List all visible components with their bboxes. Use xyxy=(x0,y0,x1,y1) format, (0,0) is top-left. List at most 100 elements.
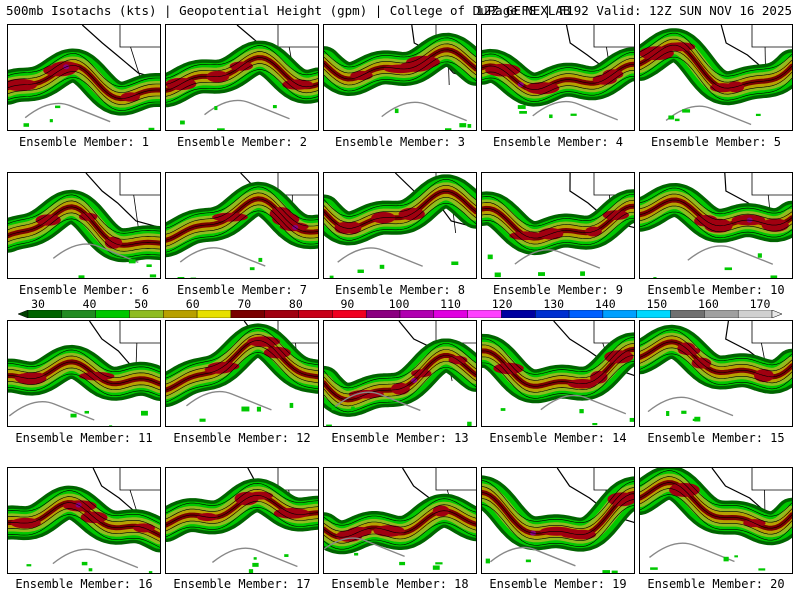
isotach-speck xyxy=(611,570,618,573)
jet-stream-map xyxy=(166,468,318,573)
height-contour xyxy=(489,546,576,567)
isotach-speck xyxy=(241,406,250,412)
height-contour xyxy=(324,37,476,68)
height-contour xyxy=(8,514,160,548)
border-line xyxy=(119,25,160,48)
ensemble-panel xyxy=(481,467,635,574)
isotach-speck xyxy=(289,402,294,408)
height-contour xyxy=(166,63,318,97)
isotach-speck xyxy=(249,267,255,271)
height-contour xyxy=(482,504,634,547)
height-contour xyxy=(324,537,405,558)
height-contour xyxy=(166,186,318,229)
isotach-speck xyxy=(49,119,53,123)
height-contour xyxy=(166,45,318,79)
height-contour xyxy=(166,488,318,520)
height-contour xyxy=(324,203,476,241)
isotach-speck xyxy=(81,561,88,566)
height-contour xyxy=(482,52,634,78)
ensemble-panel xyxy=(481,172,635,279)
isotach-speck xyxy=(653,277,657,278)
border-line xyxy=(119,321,160,344)
height-contour xyxy=(540,394,627,415)
isotach-speck xyxy=(284,554,289,557)
height-contour xyxy=(166,340,318,391)
ensemble-member-label: Ensemble Member: 4 xyxy=(492,135,624,149)
border-line xyxy=(435,468,476,491)
colorbar-swatch xyxy=(704,310,739,318)
height-contour xyxy=(640,482,792,529)
colorbar-swatch xyxy=(568,310,604,318)
isotach-speck xyxy=(755,113,761,117)
colorbar-swatch xyxy=(636,310,671,318)
ensemble-panel xyxy=(639,467,793,574)
border-line xyxy=(593,25,634,48)
height-contour xyxy=(482,355,634,393)
colorbar-tick-label: 150 xyxy=(646,297,668,311)
isotach-speck xyxy=(538,272,545,276)
height-contour xyxy=(8,355,160,379)
height-contour xyxy=(482,343,634,381)
border-line xyxy=(277,468,318,491)
ensemble-panel xyxy=(165,320,319,427)
isotach-speck xyxy=(70,413,77,418)
height-contour xyxy=(482,211,634,245)
ensemble-panel xyxy=(639,320,793,427)
isotach-speck xyxy=(354,552,359,556)
jet-stream-map xyxy=(640,321,792,422)
height-contour xyxy=(8,65,160,99)
border-line xyxy=(119,173,160,196)
isotach-speck xyxy=(668,115,675,120)
height-contour xyxy=(324,498,476,526)
isotach-speck xyxy=(549,114,553,119)
isotach-speck xyxy=(444,128,452,130)
height-contour xyxy=(166,334,318,385)
isotach-speck xyxy=(199,418,206,422)
isotach-speck xyxy=(253,557,257,560)
ensemble-member-label: Ensemble Member: 9 xyxy=(492,283,624,297)
colorbar-tick-label: 90 xyxy=(340,297,355,311)
isotach-speck xyxy=(485,558,490,564)
ensemble-member-label: Ensemble Member: 11 xyxy=(15,431,153,445)
height-contour xyxy=(52,243,139,264)
height-contour xyxy=(166,210,318,253)
height-contour xyxy=(8,212,160,252)
isotach-speck xyxy=(694,416,701,422)
colorbar-tick-label: 70 xyxy=(237,297,252,311)
colorbar-tick-label: 30 xyxy=(31,297,45,311)
height-contour xyxy=(324,349,476,395)
height-contour xyxy=(640,341,792,378)
ensemble-panel xyxy=(165,467,319,574)
height-contour xyxy=(324,343,476,389)
isotach-speck xyxy=(666,411,670,417)
jet-stream-map xyxy=(324,468,476,570)
height-contour xyxy=(8,502,160,536)
height-contour xyxy=(324,191,476,229)
isotach-speck xyxy=(399,561,406,566)
height-contour xyxy=(166,69,318,103)
height-contour xyxy=(640,56,792,101)
height-contour xyxy=(381,101,467,122)
ensemble-panel xyxy=(323,320,477,427)
isotach-speck xyxy=(517,105,526,109)
ensemble-panel xyxy=(639,172,793,279)
height-contour xyxy=(166,346,318,397)
isotach-speck xyxy=(519,111,527,114)
height-contour xyxy=(8,361,160,385)
isotach-speck xyxy=(109,425,113,426)
ensemble-member-label: Ensemble Member: 18 xyxy=(331,577,469,591)
jet-stream-map xyxy=(324,321,476,426)
isotach-speck xyxy=(128,259,136,264)
colorbar-swatch xyxy=(61,310,96,318)
height-contour xyxy=(324,361,476,407)
isotach-speck xyxy=(148,127,155,130)
isotach-speck xyxy=(682,109,691,113)
coastline xyxy=(85,173,160,229)
height-contour xyxy=(665,105,752,126)
height-contour xyxy=(8,373,160,397)
height-contour xyxy=(482,480,634,523)
height-contour xyxy=(482,498,634,541)
height-contour xyxy=(640,347,792,384)
jet-stream-map xyxy=(324,25,476,130)
ensemble-member-label: Ensemble Member: 15 xyxy=(647,431,785,445)
